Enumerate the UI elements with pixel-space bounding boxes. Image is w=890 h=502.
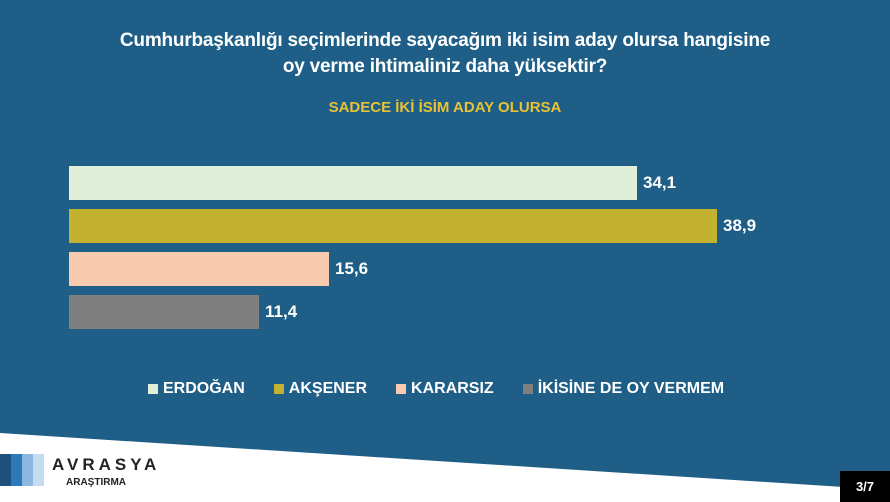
logo-mark	[0, 454, 44, 486]
value-label: 38,9	[723, 216, 757, 235]
logo-stripe	[11, 454, 22, 486]
logo-stripe	[33, 454, 44, 486]
title-line-2: oy verme ihtimaliniz daha yüksektir?	[282, 56, 608, 77]
logo-subtitle: ARAŞTIRMA	[66, 477, 126, 488]
page-indicator: 3/7	[840, 471, 890, 502]
value-label: 11,4	[265, 302, 298, 321]
bar-row-aksener: 38,9	[69, 209, 756, 243]
logo-stripe	[22, 454, 33, 486]
bar-erdogan	[69, 166, 637, 200]
legend-label: İKİSİNE DE OY VERMEM	[537, 380, 725, 397]
bar-ikisine-de-oy-vermem	[69, 295, 259, 329]
logo-text: AVRASYA ARAŞTIRMA	[52, 455, 160, 488]
bar-kararsiz	[69, 252, 329, 286]
legend-swatch	[273, 384, 284, 394]
legend-swatch	[396, 384, 407, 394]
legend-item-erdogan: ERDOĞAN	[148, 380, 245, 398]
logo-name: AVRASYA	[52, 455, 161, 474]
bar-row-ikisine-de-oy-vermem: 11,4	[69, 295, 297, 329]
bar-row-kararsiz: 15,6	[69, 252, 368, 286]
bar-aksener	[69, 209, 717, 243]
legend-item-ikisine-de-oy-vermem: İKİSİNE DE OY VERMEM	[522, 380, 725, 398]
legend-item-aksener: AKŞENER	[273, 380, 368, 398]
legend: ERDOĞAN AKŞENER KARARSIZ İKİSİNE DE OY V…	[148, 380, 753, 398]
logo-stripe	[0, 454, 11, 486]
legend-item-kararsiz: KARARSIZ	[396, 380, 494, 398]
legend-label: AKŞENER	[288, 380, 368, 397]
legend-label: ERDOĞAN	[163, 380, 245, 397]
chart-title: Cumhurbaşkanlığı seçimlerinde sayacağım …	[0, 28, 890, 80]
title-line-1: Cumhurbaşkanlığı seçimlerinde sayacağım …	[119, 30, 771, 51]
legend-swatch	[148, 384, 158, 394]
bar-row-erdogan: 34,1	[69, 166, 676, 200]
legend-label: KARARSIZ	[411, 380, 494, 397]
legend-swatch	[522, 384, 533, 394]
chart-subtitle: SADECE İKİ İSİM ADAY OLURSA	[328, 99, 562, 116]
value-label: 34,1	[643, 173, 677, 192]
value-label: 15,6	[335, 259, 369, 278]
